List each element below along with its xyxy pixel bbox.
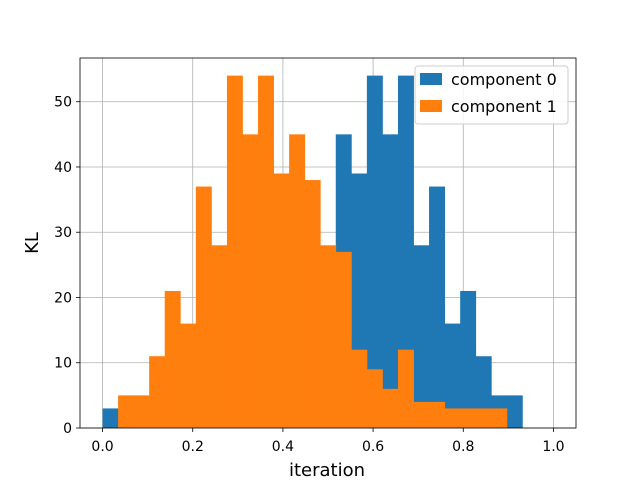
histogram-bar (320, 245, 337, 428)
y-tick-label: 50 (54, 95, 72, 111)
legend-swatch (420, 73, 442, 85)
histogram-bar (289, 134, 306, 428)
y-tick-label: 20 (54, 290, 72, 306)
y-tick-label: 30 (54, 225, 72, 241)
legend-label: component 1 (451, 97, 557, 116)
legend-box (414, 65, 569, 125)
histogram-bar (273, 173, 290, 428)
y-tick-label: 40 (54, 160, 72, 176)
histogram-bar (258, 75, 274, 428)
histogram-bar (444, 408, 461, 428)
x-tick-label: 0.6 (362, 439, 384, 455)
histogram-bar (211, 245, 228, 428)
histogram-bar (475, 408, 492, 428)
legend-swatch (420, 100, 442, 112)
histogram-bar (180, 323, 197, 428)
series-component-1-bars (118, 75, 508, 428)
histogram-bar (164, 290, 181, 428)
histogram-bar (335, 251, 352, 428)
y-axis-label: KL (22, 232, 43, 254)
legend: component 0 component 1 (414, 65, 569, 125)
x-tick-label: 0.2 (182, 439, 204, 455)
histogram-bar (351, 349, 368, 428)
histogram-bar (491, 408, 508, 428)
histogram-bar (413, 245, 430, 428)
y-tick-label: 0 (63, 421, 72, 437)
x-tick-label: 0.8 (452, 439, 474, 455)
x-tick-label: 0.0 (91, 439, 113, 455)
histogram-bar (382, 388, 399, 428)
histogram-bar (460, 408, 477, 428)
histogram-bar (506, 395, 523, 428)
histogram-bar (413, 401, 430, 428)
histogram-bar (226, 75, 243, 428)
histogram-bar (366, 75, 383, 428)
histogram-bar (460, 290, 477, 428)
histogram-bar (133, 395, 150, 428)
x-axis-label: iteration (289, 460, 365, 480)
legend-label: component 0 (451, 70, 557, 89)
histogram-bar (397, 75, 414, 428)
histogram-bar (149, 356, 166, 428)
y-tick-label: 10 (54, 356, 72, 372)
histogram-bar (195, 186, 212, 428)
histogram-bar (429, 401, 446, 428)
y-axis-ticks: 0 10 20 30 40 50 (54, 95, 80, 437)
histogram-bar (242, 134, 259, 428)
histogram-bar (397, 349, 414, 428)
histogram-bar (366, 369, 383, 428)
x-axis-ticks: 0.0 0.2 0.4 0.6 0.8 1.0 (91, 428, 565, 455)
x-tick-label: 1.0 (542, 439, 564, 455)
histogram-bar (382, 134, 399, 428)
histogram-bar (102, 408, 119, 428)
histogram-bar (118, 395, 135, 428)
histogram-bar (444, 323, 461, 428)
x-tick-label: 0.4 (272, 439, 294, 455)
histogram-bar (304, 180, 321, 428)
histogram-bar (429, 186, 446, 428)
plot-frame (79, 57, 577, 429)
